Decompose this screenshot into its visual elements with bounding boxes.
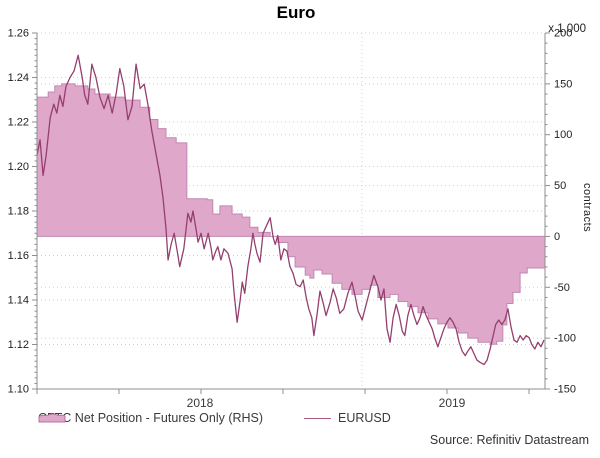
svg-text:1.16: 1.16 [8,250,29,262]
svg-text:1.22: 1.22 [8,117,29,129]
legend-item-eurusd: EURUSD [304,410,391,426]
area-swatch-icon [38,413,66,423]
axis-tick-labels: 1.26 1.24 1.22 1.20 1.18 1.16 1.14 1.12 1.10 200 1… [8,28,576,396]
page-title: Euro [276,3,316,22]
x-axis-label-2019: 2019 [438,396,466,410]
svg-text:1.20: 1.20 [8,161,29,173]
cftc-area-series [36,83,546,345]
source-credit: Source: Refinitiv Datastream [429,433,589,447]
svg-text:100: 100 [554,129,572,141]
legend-label-cftc: CFTC Net Position - Futures Only (RHS) [38,411,264,425]
right-axis-unit-label: x 1,000 [548,23,586,35]
svg-text:200: 200 [554,28,572,40]
right-axis-title: contracts [581,183,593,233]
svg-text:1.26: 1.26 [8,28,29,40]
svg-text:1.10: 1.10 [8,384,29,396]
svg-text:-50: -50 [554,282,570,294]
svg-text:150: 150 [554,78,572,90]
legend-label-eurusd: EURUSD [338,411,391,425]
svg-text:-100: -100 [554,333,576,345]
svg-text:1.24: 1.24 [8,72,29,84]
x-axis-label-2018: 2018 [186,396,214,410]
svg-text:0: 0 [554,231,560,243]
svg-text:50: 50 [554,180,566,192]
line-swatch-icon [304,417,331,419]
eurusd-line-series [36,54,545,366]
svg-text:1.14: 1.14 [8,295,29,307]
legend-item-cftc: CFTC Net Position - Futures Only (RHS) [38,410,263,426]
svg-text:-150: -150 [554,384,576,396]
svg-text:1.12: 1.12 [8,339,29,351]
svg-text:1.18: 1.18 [8,206,29,218]
axes [32,32,550,394]
